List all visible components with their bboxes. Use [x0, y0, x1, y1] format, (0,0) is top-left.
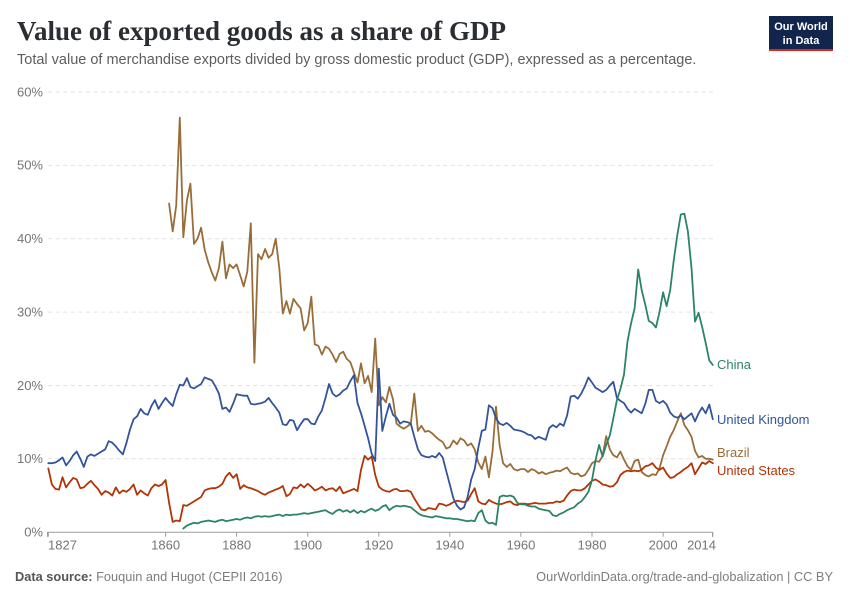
svg-text:30%: 30%	[17, 304, 43, 319]
svg-text:40%: 40%	[17, 231, 43, 246]
svg-text:2014: 2014	[687, 538, 716, 553]
svg-text:1980: 1980	[578, 538, 607, 553]
svg-text:1920: 1920	[364, 538, 393, 553]
svg-text:2000: 2000	[649, 538, 678, 553]
svg-text:60%: 60%	[17, 84, 43, 99]
svg-text:China: China	[717, 357, 752, 372]
svg-text:1960: 1960	[506, 538, 535, 553]
svg-text:United Kingdom: United Kingdom	[717, 412, 810, 427]
svg-text:20%: 20%	[17, 378, 43, 393]
svg-text:50%: 50%	[17, 158, 43, 173]
svg-text:10%: 10%	[17, 451, 43, 466]
svg-text:1880: 1880	[222, 538, 251, 553]
svg-text:0%: 0%	[24, 525, 43, 540]
svg-text:1827: 1827	[48, 538, 77, 553]
svg-text:Brazil: Brazil	[717, 445, 750, 460]
svg-text:United States: United States	[717, 463, 796, 478]
svg-text:1900: 1900	[293, 538, 322, 553]
svg-text:1940: 1940	[435, 538, 464, 553]
svg-text:1860: 1860	[151, 538, 180, 553]
